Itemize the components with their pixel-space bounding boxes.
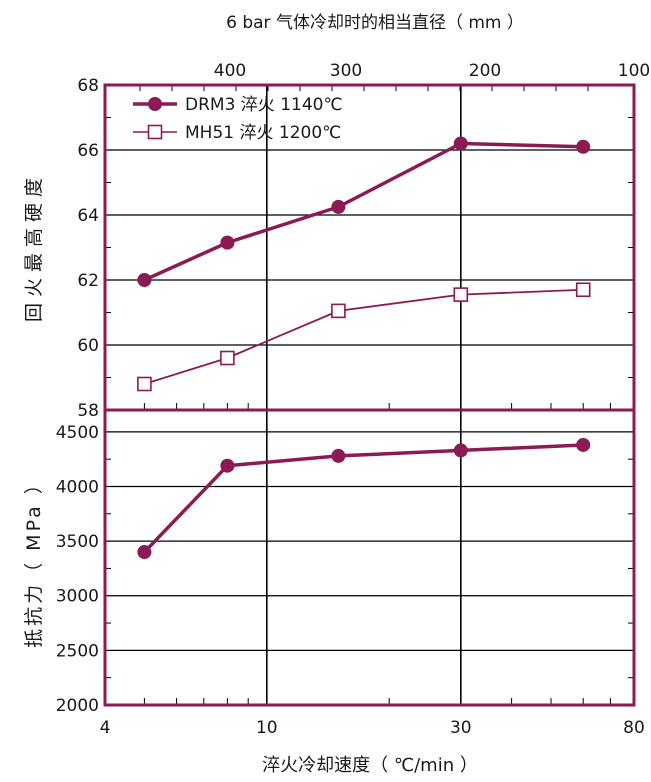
legend-mh51-marker [147, 124, 163, 140]
y-tick-label: 4000 [56, 477, 99, 497]
series-drm3-line [143, 141, 584, 282]
bottom-panel-frame [103, 408, 636, 707]
bottom-panel-y-label: 抵抗力（ MPa ） [23, 472, 45, 648]
series-mh51-point [575, 282, 591, 298]
legend-drm3-label: DRM3 淬火 1140℃ [185, 95, 343, 115]
y-tick-label: 4500 [56, 423, 99, 443]
series-strength-point [453, 443, 468, 458]
y-tick-label: 2000 [56, 696, 99, 716]
top-x-tick-label: 300 [330, 61, 362, 81]
top-panel-y-label: 回火最高硬度 [23, 172, 45, 322]
y-tick-label: 64 [77, 206, 99, 226]
y-tick-label: 68 [77, 76, 99, 96]
series-mh51-point [137, 376, 152, 392]
series-drm3-point [576, 139, 591, 154]
y-tick-label: 66 [77, 141, 99, 161]
top-x-tick-label: 400 [214, 61, 246, 81]
y-tick-label: 62 [77, 271, 99, 291]
top-x-tick-label: 100 [618, 61, 650, 81]
series-strength-point [137, 545, 152, 560]
series-strength-line [143, 443, 584, 554]
series-strength-point [331, 448, 346, 463]
y-tick-label: 3500 [56, 532, 99, 552]
legend-drm3-marker [148, 97, 162, 111]
x-tick-label: 4 [100, 718, 111, 738]
y-tick-label: 2500 [56, 641, 99, 661]
x-tick-label: 10 [256, 718, 278, 738]
series-mh51-point [331, 303, 346, 319]
series-drm3-point [137, 273, 152, 287]
x-tick-label: 80 [623, 718, 645, 738]
y-tick-label: 60 [77, 336, 99, 356]
series-mh51-point [220, 350, 235, 366]
series-drm3-point [220, 235, 235, 250]
series-mh51-line [144, 288, 584, 385]
top-x-tick-label: 200 [469, 61, 501, 81]
series-strength-point [220, 458, 235, 473]
series-mh51-point [453, 287, 469, 302]
y-tick-label: 3000 [56, 587, 99, 607]
x-tick-label: 30 [450, 718, 472, 738]
legend-mh51-label: MH51 淬火 1200℃ [185, 123, 341, 143]
top-axis-label: 6 bar 气体冷却时的相当直径（ mm ） [226, 13, 524, 33]
series-strength-point [576, 437, 591, 452]
bottom-axis-label: 淬火冷却速度（ ℃/min ） [262, 755, 478, 776]
y-tick-label: 58 [77, 401, 99, 421]
series-drm3-point [331, 199, 346, 214]
series-drm3-point [453, 136, 468, 151]
